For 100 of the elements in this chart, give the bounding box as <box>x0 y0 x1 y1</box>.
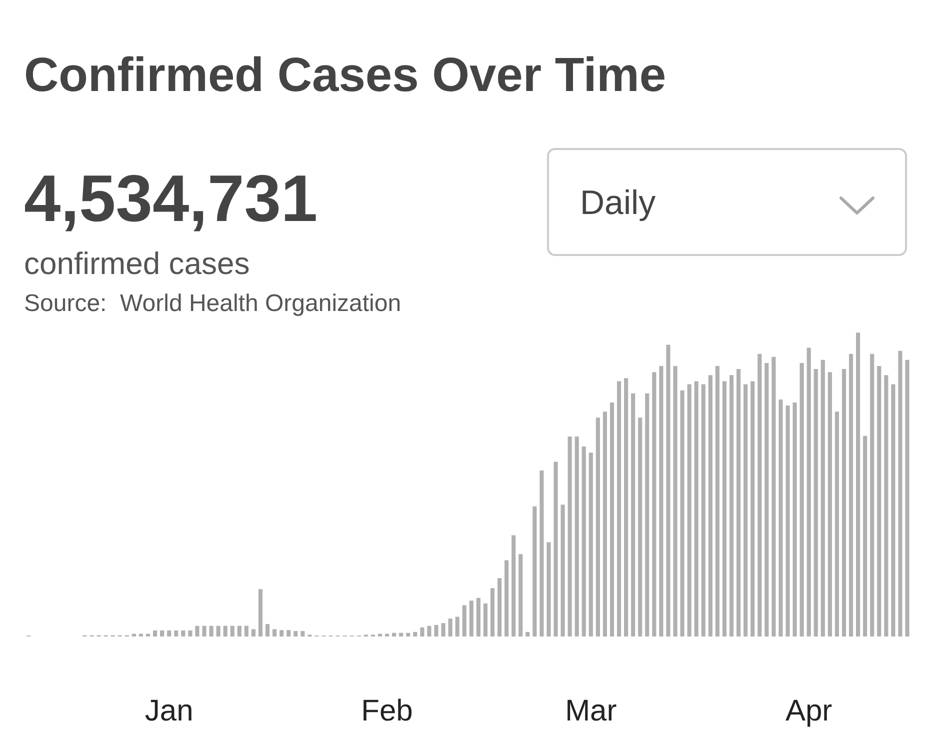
bar <box>265 624 270 636</box>
bar <box>526 632 530 636</box>
bar <box>778 399 783 636</box>
bar <box>476 598 480 636</box>
bar <box>687 384 692 636</box>
bar <box>230 626 234 636</box>
bar <box>294 631 298 636</box>
bar <box>666 344 670 636</box>
bar <box>441 623 446 636</box>
bar <box>856 332 860 636</box>
bar <box>898 350 902 636</box>
control-dropdown: Daily <box>547 148 907 256</box>
bar <box>596 418 600 636</box>
bar <box>518 554 523 636</box>
bar <box>574 436 579 636</box>
bar <box>392 632 396 636</box>
source-note: Source: World Health Organization <box>24 290 402 318</box>
bar <box>772 356 776 636</box>
bar <box>764 362 769 636</box>
bar <box>806 348 811 636</box>
bar <box>786 406 790 636</box>
bar <box>195 626 200 636</box>
bar <box>434 624 438 636</box>
bar <box>800 362 804 636</box>
bar <box>588 452 593 636</box>
bar <box>181 630 186 636</box>
bar <box>673 366 678 636</box>
chart-title: Confirmed Cases Over Time <box>24 48 666 103</box>
bar <box>202 626 206 636</box>
bar <box>546 542 551 636</box>
bar <box>188 630 192 636</box>
x-tick-label: Apr <box>785 694 832 728</box>
bar <box>616 381 622 636</box>
bar <box>209 626 214 636</box>
bar <box>258 589 263 636</box>
x-tick-label: Jan <box>144 694 194 728</box>
bar <box>694 381 698 636</box>
bar <box>237 626 242 636</box>
bar <box>504 560 509 636</box>
bar <box>216 626 220 636</box>
bar <box>715 366 720 636</box>
bar <box>512 535 516 636</box>
bar <box>891 384 896 636</box>
bar <box>300 631 305 636</box>
bar <box>532 506 537 636</box>
bar <box>905 360 910 636</box>
bar <box>708 375 712 636</box>
bar <box>490 588 495 636</box>
bar <box>834 412 839 636</box>
bar <box>814 369 818 636</box>
bar <box>631 393 636 636</box>
bar <box>758 354 762 636</box>
bar <box>750 381 755 636</box>
bar <box>272 629 277 636</box>
bar <box>174 630 178 636</box>
bar <box>540 470 544 636</box>
bar <box>645 393 650 636</box>
bar <box>462 605 466 636</box>
bar <box>602 412 607 636</box>
bar <box>568 436 572 636</box>
bar <box>399 632 404 636</box>
text: confirmed cases <box>24 246 250 282</box>
bar <box>167 630 172 636</box>
bar <box>455 616 460 636</box>
bar <box>560 504 565 636</box>
bar <box>736 369 741 636</box>
bar <box>848 354 854 636</box>
bar <box>828 372 832 636</box>
bar <box>659 366 664 636</box>
chart-subtitle: 4,534,731 <box>24 160 318 236</box>
x-tick-label: Mar <box>565 694 617 728</box>
bar <box>842 369 846 636</box>
x-tick-label: Feb <box>361 694 413 728</box>
bar <box>448 618 452 636</box>
bar <box>610 402 614 636</box>
bar <box>286 630 291 636</box>
bar <box>251 629 256 636</box>
bar <box>638 418 642 636</box>
bar <box>420 627 424 636</box>
bar <box>469 600 474 636</box>
bar <box>554 462 558 636</box>
bar <box>870 354 874 636</box>
bar <box>497 578 502 636</box>
bar <box>223 626 228 636</box>
bar <box>877 366 882 636</box>
bar <box>582 446 586 636</box>
bar <box>863 436 868 636</box>
bar <box>884 375 888 636</box>
bar <box>427 626 432 636</box>
bar <box>820 360 825 636</box>
bar <box>244 626 248 636</box>
bar <box>160 630 164 636</box>
bar <box>722 381 727 636</box>
bar <box>701 384 706 636</box>
bar <box>413 632 418 636</box>
bar <box>280 630 284 636</box>
bar <box>153 630 158 636</box>
bar <box>680 390 684 636</box>
bar <box>483 603 488 636</box>
bar <box>652 372 656 636</box>
